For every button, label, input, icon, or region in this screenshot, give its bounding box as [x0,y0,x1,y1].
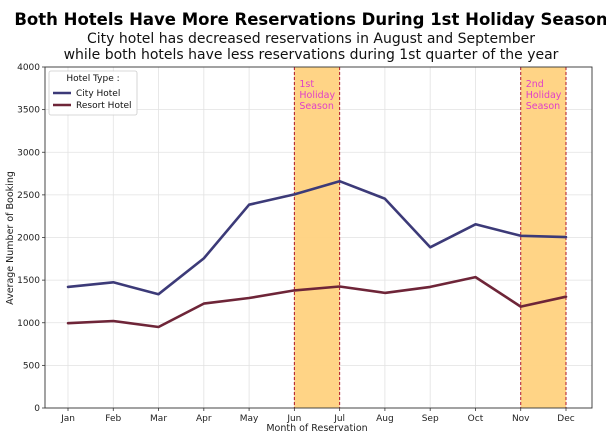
y-tick-label-1: 500 [23,361,40,371]
x-tick-label-jan: Jan [60,414,75,424]
x-tick-label-aug: Aug [376,414,394,424]
holiday-band-1-label-line-1: 1st [299,79,314,90]
holiday-band-2-label-line-2: Holiday [526,90,562,101]
x-tick-label-mar: Mar [150,414,167,424]
x-tick-label-may: May [240,414,259,424]
y-tick-label-4: 2000 [17,234,40,244]
x-tick-label-nov: Nov [512,414,530,424]
x-tick-label-feb: Feb [105,414,121,424]
x-tick-label-jun: Jun [286,414,301,424]
plot-area: 1stHolidaySeason2ndHolidaySeason05001000… [17,63,593,424]
y-tick-label-0: 0 [34,404,40,414]
legend-label-city-hotel: City Hotel [76,89,120,99]
x-tick-label-dec: Dec [557,414,574,424]
holiday-band-2-label-line-1: 2nd [526,79,544,90]
y-tick-label-2: 1000 [17,319,40,329]
legend-label-resort-hotel: Resort Hotel [76,101,132,111]
legend-title: Hotel Type : [66,74,119,84]
y-tick-label-6: 3000 [17,148,40,158]
x-tick-label-oct: Oct [468,414,484,424]
y-axis-label: Average Number of Booking [5,171,16,305]
x-axis-label: Month of Reservation [266,423,367,434]
x-tick-label-jul: Jul [333,414,345,424]
y-tick-label-8: 4000 [17,63,40,73]
chart-subtitle-line-1: City hotel has decreased reservations in… [87,31,535,47]
series-line-city-hotel [66,179,568,296]
holiday-band-1-label-line-2: Holiday [299,90,335,101]
y-tick-label-3: 1500 [17,276,40,286]
holiday-band-2-label-line-3: Season [526,101,560,112]
chart-subtitle-line-2: while both hotels have less reservations… [64,47,559,63]
y-tick-label-7: 3500 [17,106,40,116]
y-tick-label-5: 2500 [17,191,40,201]
holiday-band-1-label-line-3: Season [299,101,333,112]
series-line-resort-hotel [66,275,568,329]
chart-title: Both Hotels Have More Reservations Durin… [14,10,606,29]
holiday-band-1 [294,67,340,408]
x-tick-label-apr: Apr [196,414,212,424]
x-tick-label-sep: Sep [422,414,439,424]
